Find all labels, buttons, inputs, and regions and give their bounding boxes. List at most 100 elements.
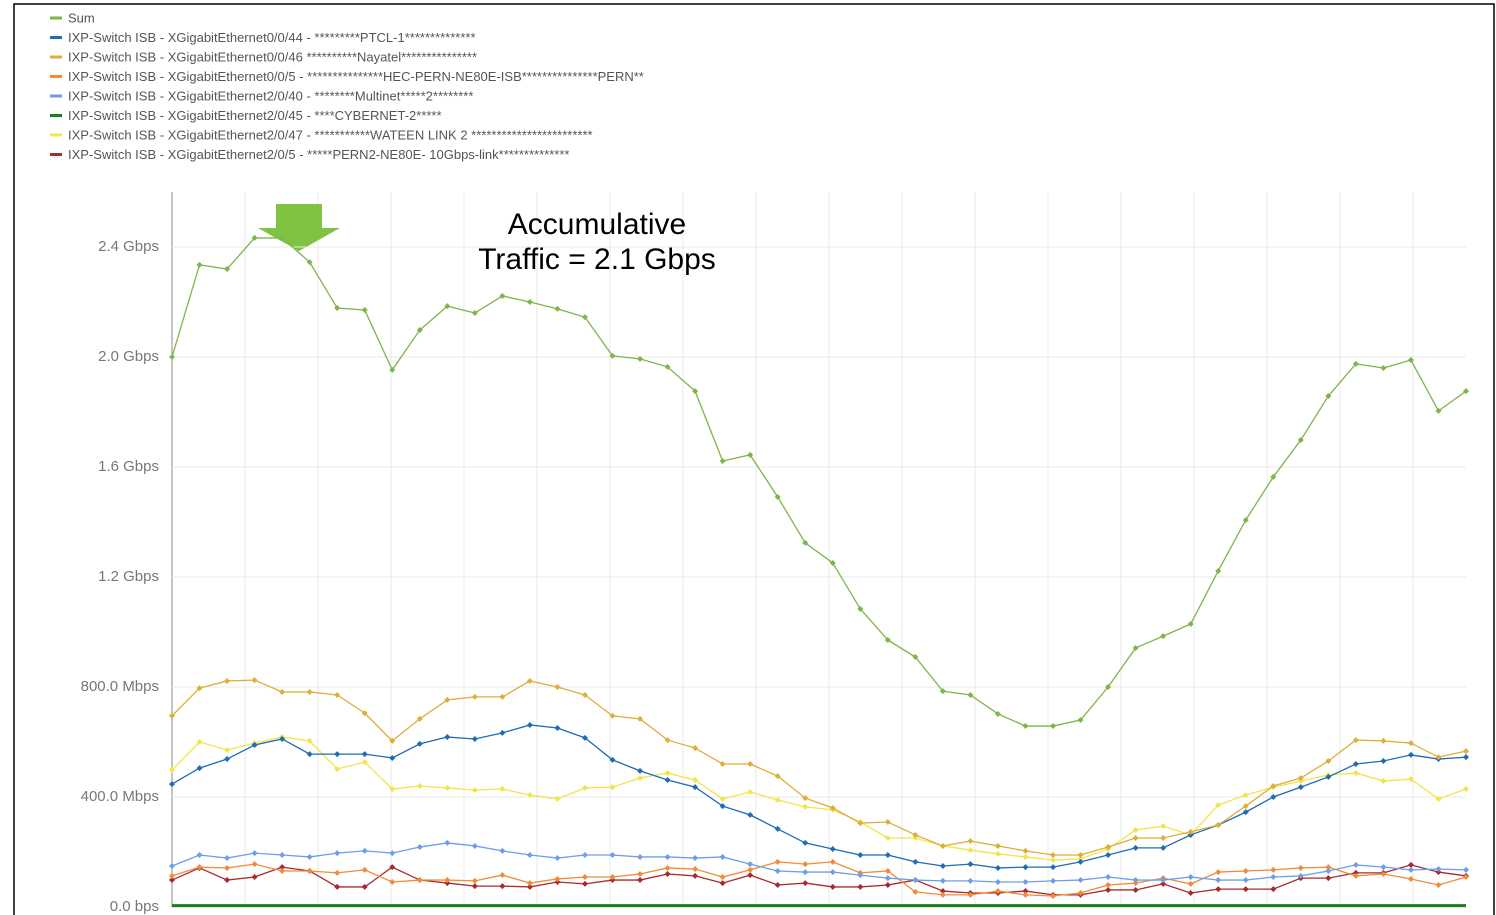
- point: [774, 825, 781, 832]
- point: [499, 883, 506, 890]
- point: [719, 457, 726, 464]
- point: [306, 737, 313, 744]
- point: [361, 847, 368, 854]
- point: [1325, 393, 1332, 400]
- vertical-grid: [244, 192, 1414, 907]
- point: [939, 842, 946, 849]
- series-line: [171, 842, 1467, 883]
- point: [802, 869, 809, 876]
- point: [471, 883, 478, 890]
- point: [1325, 864, 1332, 871]
- point: [1435, 754, 1442, 761]
- point: [857, 872, 864, 879]
- point: [196, 261, 203, 268]
- point: [1270, 783, 1277, 789]
- point: [857, 852, 864, 859]
- point: [747, 872, 754, 879]
- point: [169, 712, 175, 719]
- legend-label: Sum: [68, 10, 95, 25]
- point: [609, 852, 616, 859]
- point: [1187, 880, 1194, 887]
- point: [912, 654, 919, 661]
- legend-label: IXP-Switch ISB - XGigabitEthernet2/0/5 -…: [68, 147, 569, 162]
- point: [1242, 517, 1249, 524]
- point: [1160, 880, 1167, 887]
- point: [471, 735, 478, 742]
- point: [637, 715, 644, 722]
- point: [774, 882, 781, 888]
- series-line: [171, 679, 1467, 856]
- point: [637, 355, 644, 362]
- point: [1022, 888, 1029, 895]
- point: [1242, 803, 1249, 810]
- point: [1463, 866, 1469, 873]
- point: [361, 306, 368, 313]
- point: [1352, 770, 1359, 777]
- point: [774, 858, 781, 865]
- point: [1435, 882, 1442, 888]
- point: [389, 850, 396, 857]
- point: [664, 737, 671, 744]
- point: [581, 784, 588, 791]
- point: [637, 877, 644, 884]
- point: [664, 770, 671, 777]
- point: [1215, 869, 1222, 876]
- point: [719, 874, 726, 881]
- point: [609, 712, 616, 719]
- point: [334, 883, 341, 890]
- y-tick-label: 800.0 Mbps: [81, 678, 159, 695]
- point: [444, 880, 451, 887]
- point: [279, 864, 286, 871]
- point: [526, 883, 533, 890]
- frame: [13, 3, 1495, 915]
- point: [1463, 388, 1469, 395]
- point: [224, 877, 231, 884]
- point: [499, 693, 506, 700]
- point: [251, 677, 258, 684]
- point: [1325, 867, 1332, 874]
- point: [692, 745, 699, 752]
- point: [1215, 822, 1222, 829]
- point: [251, 850, 258, 857]
- point: [1242, 877, 1249, 884]
- point: [444, 303, 451, 310]
- point: [912, 834, 919, 841]
- point: [967, 891, 974, 898]
- point: [444, 784, 451, 791]
- point: [1160, 844, 1167, 851]
- point: [1050, 864, 1057, 871]
- point: [1435, 407, 1442, 414]
- point: [1407, 866, 1414, 873]
- point: [499, 847, 506, 854]
- point: [471, 842, 478, 849]
- point: [664, 864, 671, 871]
- point: [1077, 858, 1084, 865]
- point: [554, 795, 561, 802]
- point: [1050, 856, 1057, 863]
- point: [802, 539, 809, 546]
- point: [692, 866, 699, 873]
- point: [1352, 360, 1359, 367]
- point: [279, 852, 286, 859]
- point: [1380, 871, 1387, 877]
- point: [1077, 889, 1084, 896]
- point: [389, 786, 396, 793]
- point: [829, 559, 836, 566]
- point: [169, 863, 175, 870]
- point: [692, 388, 699, 395]
- point: [857, 883, 864, 890]
- point: [1132, 886, 1139, 893]
- point: [747, 789, 754, 796]
- point: [471, 877, 478, 884]
- point: [692, 872, 699, 879]
- point: [939, 877, 946, 884]
- point: [1022, 847, 1029, 854]
- y-tick-label: 400.0 Mbps: [81, 788, 159, 805]
- point: [1325, 773, 1332, 780]
- point: [829, 858, 836, 865]
- point: [334, 305, 341, 312]
- point: [1050, 723, 1057, 730]
- point: [1270, 866, 1277, 873]
- series-line: [171, 736, 1467, 861]
- point: [1022, 853, 1029, 860]
